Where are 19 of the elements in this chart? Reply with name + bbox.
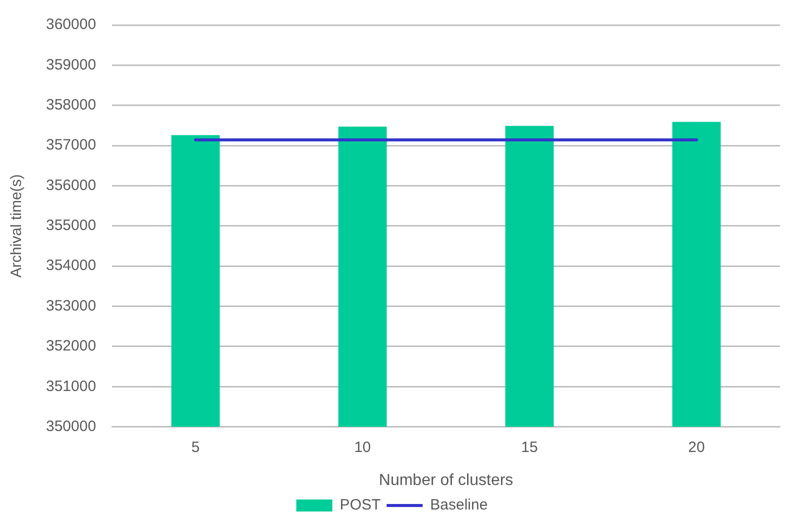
x-tick-label: 5	[191, 438, 200, 456]
y-tick-label: 360000	[46, 16, 96, 34]
x-tick-label: 20	[688, 438, 705, 456]
y-tick-label: 352000	[46, 338, 96, 355]
y-tick-label: 351000	[46, 378, 96, 395]
y-tick-label: 359000	[46, 56, 96, 74]
x-tick-label: 10	[354, 438, 371, 456]
y-tick-label: 356000	[46, 176, 96, 194]
legend-label: POST	[340, 496, 381, 514]
legend-label: Baseline	[430, 496, 488, 514]
x-axis-title: Number of clusters	[378, 472, 514, 489]
y-tick-label: 357000	[46, 136, 96, 154]
y-tick-label: 353000	[46, 297, 96, 314]
y-axis-title: Archival time(s)	[8, 174, 26, 278]
y-tick-label: 355000	[46, 217, 96, 234]
x-tick-label: 15	[521, 438, 538, 456]
y-tick-label: 358000	[46, 96, 96, 114]
y-tick-label: 354000	[46, 257, 96, 274]
y-tick-label: 350000	[46, 418, 96, 435]
